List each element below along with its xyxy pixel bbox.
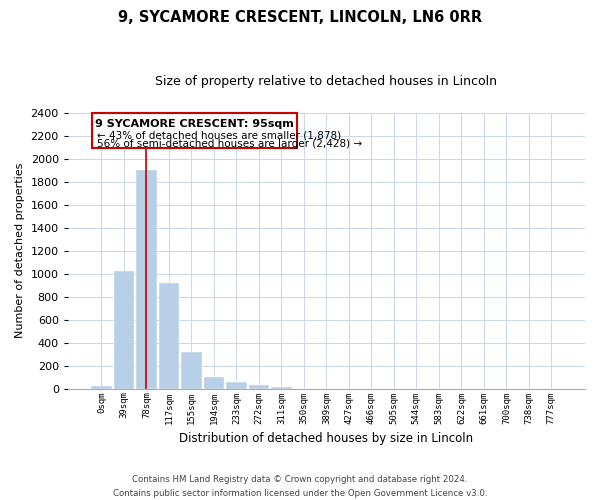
FancyBboxPatch shape bbox=[92, 113, 297, 148]
Text: 9, SYCAMORE CRESCENT, LINCOLN, LN6 0RR: 9, SYCAMORE CRESCENT, LINCOLN, LN6 0RR bbox=[118, 10, 482, 25]
Text: Contains HM Land Registry data © Crown copyright and database right 2024.
Contai: Contains HM Land Registry data © Crown c… bbox=[113, 476, 487, 498]
Title: Size of property relative to detached houses in Lincoln: Size of property relative to detached ho… bbox=[155, 75, 497, 88]
Y-axis label: Number of detached properties: Number of detached properties bbox=[15, 163, 25, 338]
Text: 9 SYCAMORE CRESCENT: 95sqm: 9 SYCAMORE CRESCENT: 95sqm bbox=[95, 119, 294, 129]
Text: ← 43% of detached houses are smaller (1,878): ← 43% of detached houses are smaller (1,… bbox=[97, 130, 341, 140]
Bar bbox=[181, 352, 202, 388]
Bar bbox=[159, 283, 179, 389]
Bar bbox=[204, 376, 224, 388]
Bar bbox=[136, 170, 157, 388]
Bar bbox=[226, 382, 247, 388]
X-axis label: Distribution of detached houses by size in Lincoln: Distribution of detached houses by size … bbox=[179, 432, 473, 445]
Text: 56% of semi-detached houses are larger (2,428) →: 56% of semi-detached houses are larger (… bbox=[97, 139, 362, 149]
Bar bbox=[249, 385, 269, 388]
Bar bbox=[91, 386, 112, 388]
Bar bbox=[114, 272, 134, 388]
